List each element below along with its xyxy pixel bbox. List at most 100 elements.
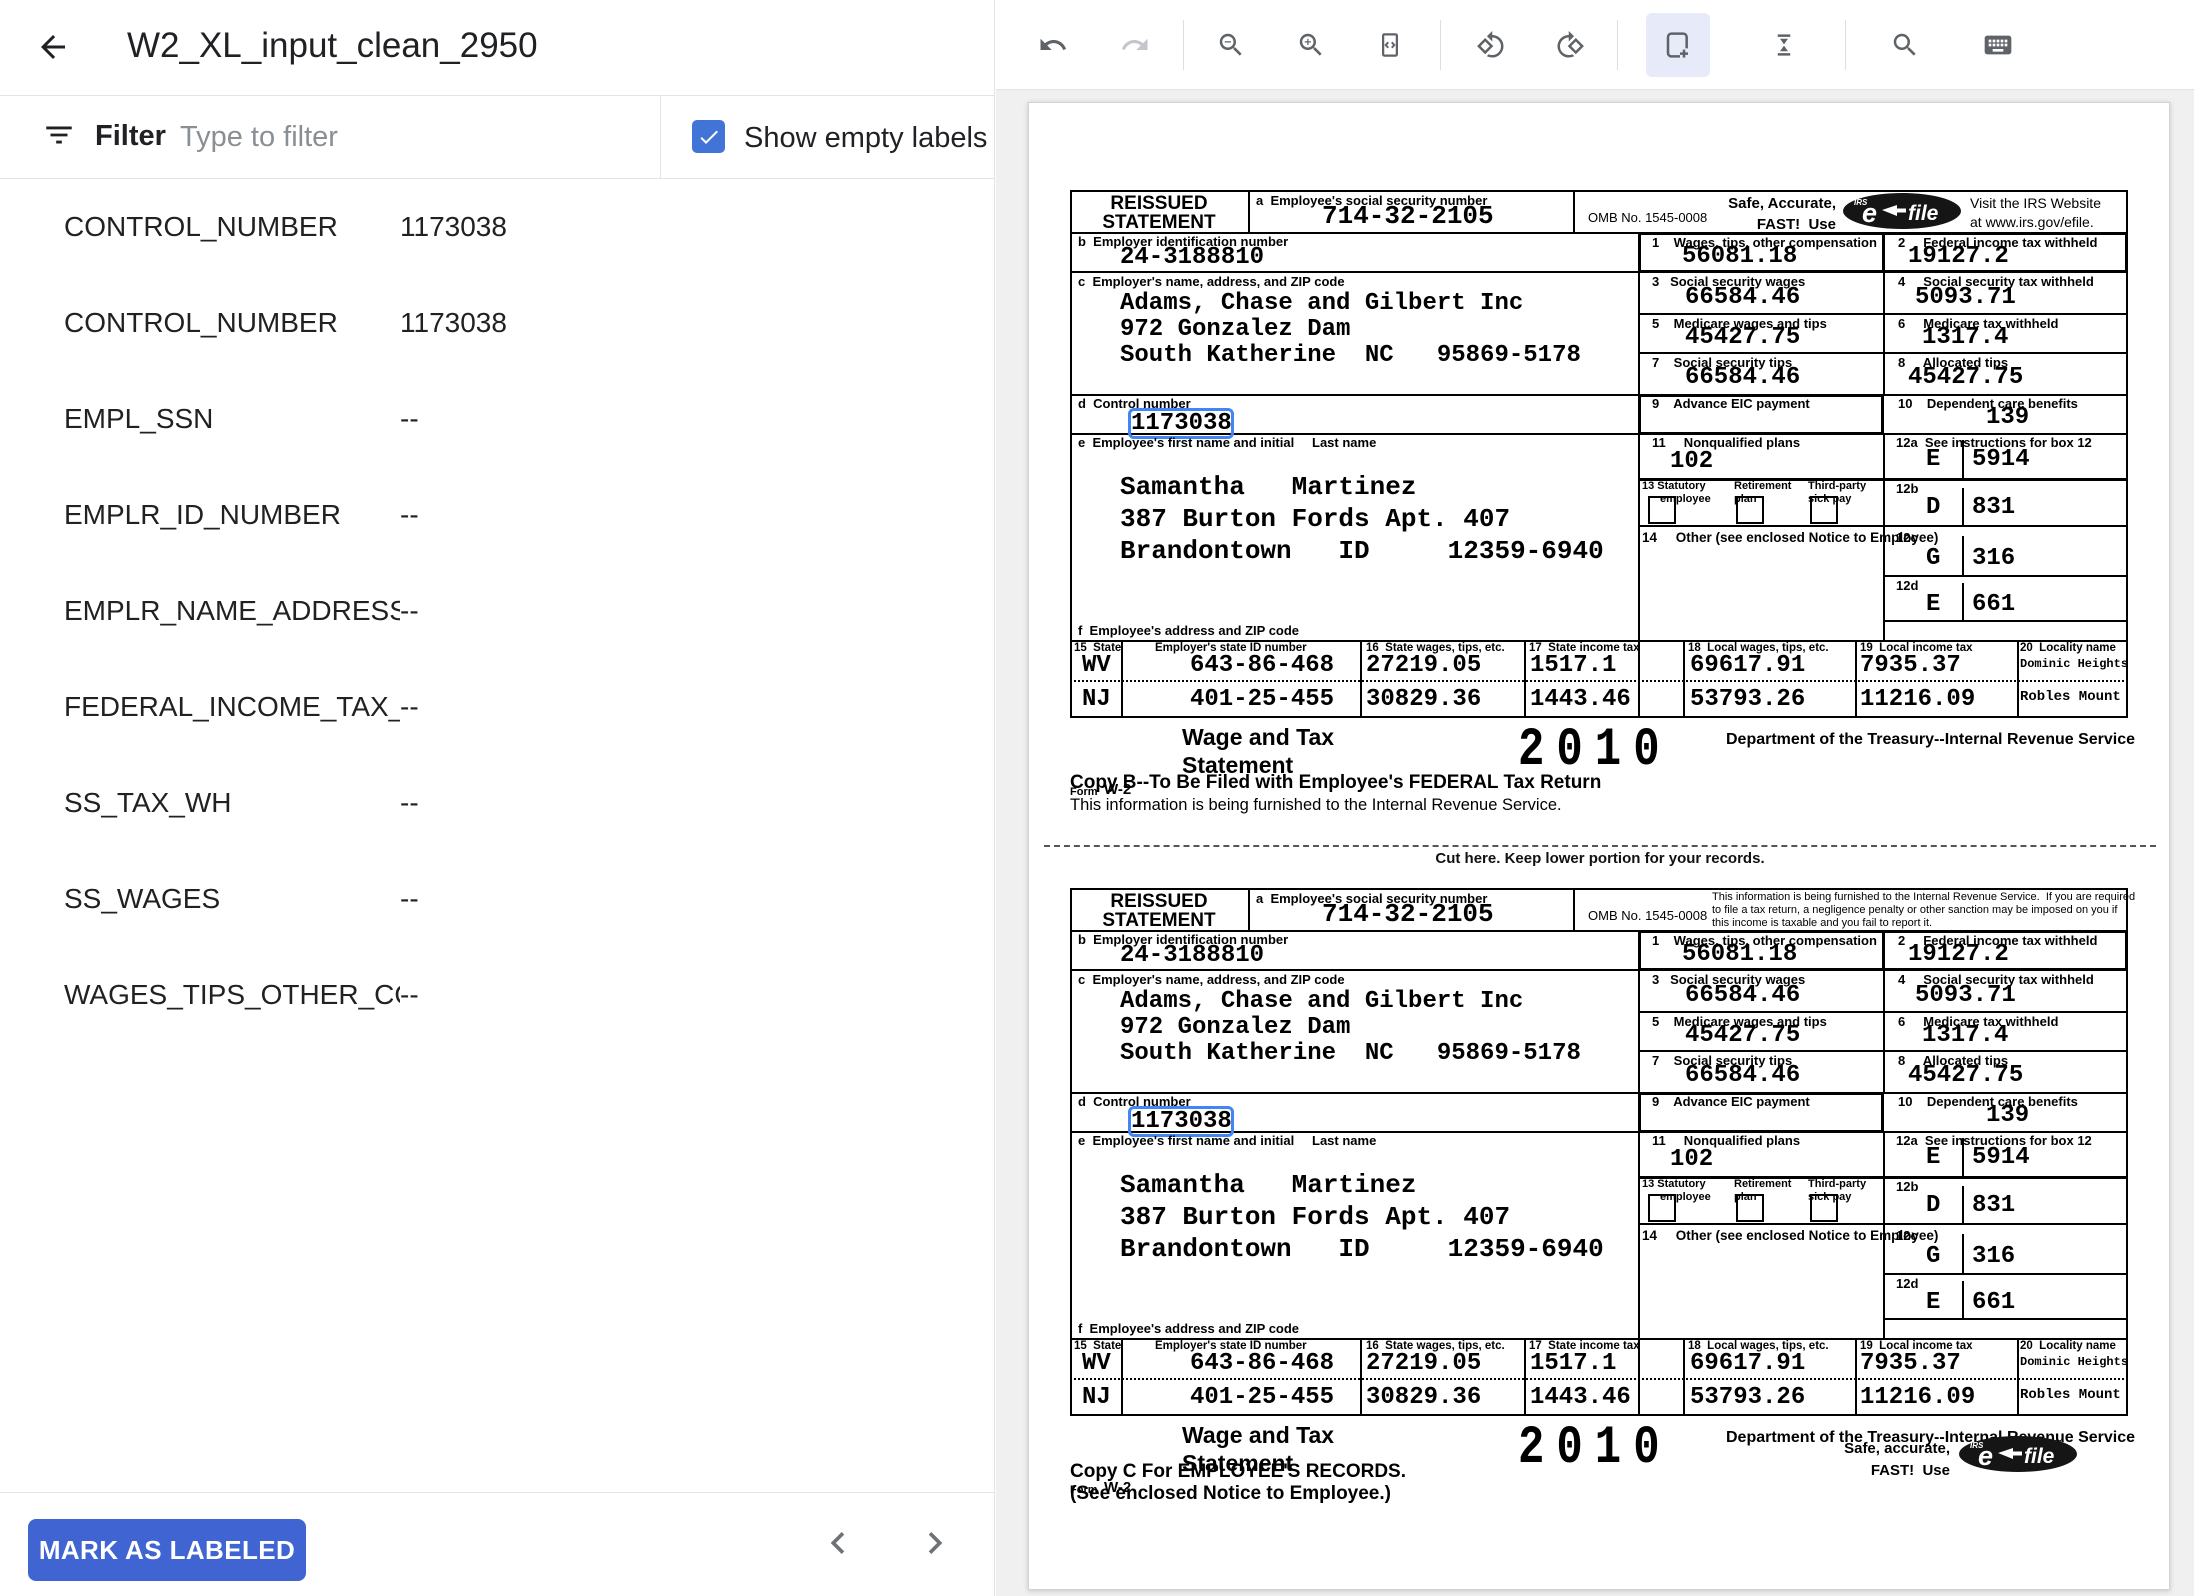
control-number-annotation[interactable]: 1173038 xyxy=(1128,408,1234,439)
retirement-plan-checkbox[interactable] xyxy=(1736,496,1764,524)
box13-label-1a: 13 Statutory xyxy=(1642,480,1706,492)
tax-year: 2010 xyxy=(1518,720,1672,781)
safe-accurate-line1: Safe, Accurate, xyxy=(1728,195,1836,212)
copy-line2: (See enclosed Notice to Employee.) xyxy=(1070,1483,1391,1504)
w2-form-copy-b: REISSUED STATEMENT a Employee's social s… xyxy=(1070,190,2135,852)
label-row[interactable]: FEDERAL_INCOME_TAX_… -- xyxy=(0,659,995,755)
form-word: Form xyxy=(1070,1484,1098,1496)
state-row-divider xyxy=(1070,680,2128,682)
efile-logo: IRS e file xyxy=(1958,1434,2078,1479)
box15-label: 15 State xyxy=(1074,1340,1122,1352)
box8-label: 8 Allocated tips xyxy=(1898,1053,2009,1068)
label-row[interactable]: EMPL_SSN -- xyxy=(0,371,995,467)
box2-label: 2 Federal income tax withheld xyxy=(1898,235,2098,250)
efile-irs-text: IRS xyxy=(1854,198,1868,207)
divider xyxy=(1883,971,1885,1092)
box12d-code: E xyxy=(1926,1289,1941,1316)
state-1-id: 643-86-468 xyxy=(1190,1350,1335,1377)
control-number-annotation[interactable]: 1173038 xyxy=(1128,1106,1234,1137)
label-row[interactable]: CONTROL_NUMBER 1173038 xyxy=(0,275,995,371)
box12b-label: 12b xyxy=(1896,481,1919,496)
mark-as-labeled-button[interactable]: MARK AS LABELED xyxy=(28,1519,306,1581)
box7-value: 66584.46 xyxy=(1685,1062,1801,1089)
state-2-abbr: NJ xyxy=(1082,686,1111,713)
box-d-label: d Control number xyxy=(1078,396,1191,411)
box10-value: 139 xyxy=(1986,404,2030,431)
back-button[interactable] xyxy=(30,24,76,70)
divider xyxy=(1440,20,1441,70)
divider xyxy=(1962,1138,1964,1176)
label-row[interactable]: EMPLR_ID_NUMBER -- xyxy=(0,467,995,563)
label-row[interactable]: SS_WAGES -- xyxy=(0,851,995,947)
retirement-plan-checkbox[interactable] xyxy=(1736,1194,1764,1222)
rotate-right-icon xyxy=(1557,30,1584,58)
copy-line1: Copy B--To Be Filed with Employee's FEDE… xyxy=(1070,772,1602,793)
prev-document-button[interactable] xyxy=(802,1507,874,1579)
box-b-label: b Employer identification number xyxy=(1078,234,1289,249)
reissued-line2: STATEMENT xyxy=(1102,910,1216,931)
reissued-line1: REISSUED xyxy=(1110,193,1208,214)
label-value: -- xyxy=(400,595,419,626)
statutory-employee-checkbox[interactable] xyxy=(1648,496,1676,524)
divider xyxy=(1638,478,2128,481)
zoom-in-button[interactable] xyxy=(1283,17,1339,73)
statutory-employee-checkbox[interactable] xyxy=(1648,1194,1676,1222)
divider xyxy=(1855,1338,1857,1416)
rotate-left-button[interactable] xyxy=(1463,17,1519,73)
box6-label: 6 Medicare tax withheld xyxy=(1898,1014,2059,1029)
page-title: W2_XL_input_clean_2950 xyxy=(127,26,538,65)
filter-input[interactable] xyxy=(178,110,612,164)
state-1-abbr: WV xyxy=(1082,1350,1111,1377)
state-1-local-wages: 69617.91 xyxy=(1690,1350,1806,1377)
label-row[interactable]: EMPLR_NAME_ADDRESS -- xyxy=(0,563,995,659)
efile-e-text: e xyxy=(1862,198,1877,228)
next-document-button[interactable] xyxy=(899,1507,971,1579)
redo-button[interactable] xyxy=(1107,17,1163,73)
box-d-label: d Control number xyxy=(1078,1094,1191,1109)
box6-value: 1317.4 xyxy=(1922,1022,2009,1049)
box14-label: 14 Other (see enclosed Notice to Employe… xyxy=(1642,1228,1939,1243)
label-name: SS_WAGES xyxy=(64,883,221,914)
label-row[interactable]: CONTROL_NUMBER 1173038 xyxy=(0,179,995,275)
label-value: -- xyxy=(400,787,419,818)
label-value: 1173038 xyxy=(400,211,507,242)
box12b-amount: 831 xyxy=(1972,494,2016,521)
box12d-label: 12d xyxy=(1896,1276,1919,1291)
label-row[interactable]: SS_TAX_WH -- xyxy=(0,755,995,851)
zoom-out-button[interactable] xyxy=(1203,17,1259,73)
box8-label: 8 Allocated tips xyxy=(1898,355,2009,370)
add-annotation-box-button[interactable] xyxy=(1646,13,1710,77)
state-2-local-wages: 53793.26 xyxy=(1690,1384,1806,1411)
omb-label: OMB No. 1545-0008 xyxy=(1588,210,1708,225)
fit-to-width-button[interactable] xyxy=(1362,17,1418,73)
copy-line1: Copy C For EMPLOYEE'S RECORDS. xyxy=(1070,1461,1406,1482)
tax-year: 2010 xyxy=(1518,1418,1672,1479)
undo-button[interactable] xyxy=(1025,17,1081,73)
employee-line1: Samantha Martinez xyxy=(1120,1170,1417,1200)
box-c-label: c Employer's name, address, and ZIP code xyxy=(1078,274,1345,289)
divider xyxy=(1883,1318,2128,1320)
box12b-code: D xyxy=(1926,1192,1941,1219)
box12c-amount: 316 xyxy=(1972,1243,2016,1270)
box11-label: 11 Nonqualified plans xyxy=(1652,1133,1801,1148)
reissued-line1: REISSUED xyxy=(1110,891,1208,912)
third-party-sick-pay-checkbox[interactable] xyxy=(1810,496,1838,524)
box17-label: 17 State income tax xyxy=(1529,1340,1640,1352)
search-button[interactable] xyxy=(1877,17,1933,73)
label-row[interactable]: WAGES_TIPS_OTHER_CO… -- xyxy=(0,947,995,1043)
form-border xyxy=(1070,888,2128,1416)
box12c-code: G xyxy=(1926,545,1941,572)
vertical-align-button[interactable] xyxy=(1756,17,1812,73)
box-a-label: a Employee's social security number xyxy=(1256,891,1488,906)
third-party-sick-pay-checkbox[interactable] xyxy=(1810,1194,1838,1222)
box11-label: 11 Nonqualified plans xyxy=(1652,435,1801,450)
box5-value: 45427.75 xyxy=(1685,1022,1801,1049)
panel-footer: MARK AS LABELED xyxy=(0,1492,995,1596)
state-2-local-tax: 11216.09 xyxy=(1860,1384,1976,1411)
show-empty-labels-checkbox[interactable] xyxy=(692,120,725,153)
keyboard-button[interactable] xyxy=(1970,17,2026,73)
box1-label: 1 Wages, tips, other compensation xyxy=(1652,933,1877,948)
divider xyxy=(1183,20,1184,70)
rotate-right-button[interactable] xyxy=(1542,17,1598,73)
state-2-locality: Robles Mount xyxy=(2020,689,2121,705)
